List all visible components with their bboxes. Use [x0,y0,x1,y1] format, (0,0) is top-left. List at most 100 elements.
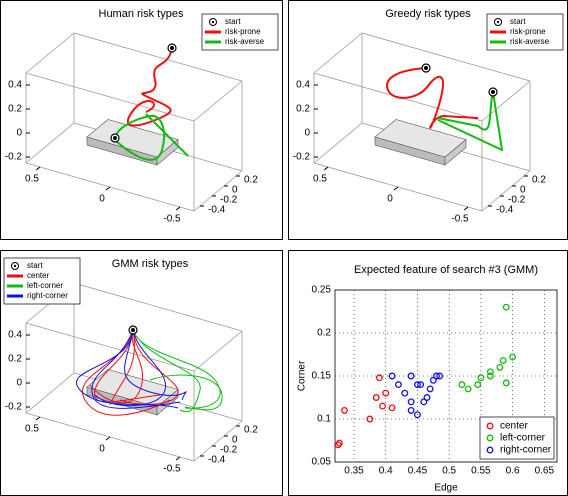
point [429,376,437,384]
chart-title: GMM risk types [112,258,189,270]
legend-label: risk-averse [510,37,550,46]
box-edge [25,122,75,164]
legend-label: right-corner [27,291,68,300]
point [426,385,434,393]
start-marker [110,43,177,143]
x-tick-label: -0.5 [163,464,181,475]
point [379,402,387,410]
z-tick-label: 0.2 [8,104,22,115]
point [388,404,396,412]
z-tick-label: 0.2 [296,104,310,115]
box-edge [73,32,243,82]
point [414,381,421,389]
x-axis-label: Edge [434,483,458,494]
box-edge [481,170,531,212]
x-tick [393,186,399,191]
legend-label: start [225,17,241,26]
y-tick-label: -0.4 [496,205,514,216]
box-edge [73,282,243,332]
trajectory [437,91,503,151]
chart-title: Human risk types [99,8,184,20]
x-tick-label: 0.6 [506,466,520,477]
z-tick-label: -0.2 [5,402,23,413]
trajectory [82,329,179,416]
panel: GMM risk types 0.50-0.50.20-0.2-0.40.40.… [0,250,283,496]
x-tick [323,166,329,171]
panel: Greedy risk types 0.50-0.50.20-0.2-0.40.… [288,0,568,240]
point [486,372,494,380]
x-tick [35,416,41,421]
point [509,353,517,361]
x-tick [105,186,111,191]
box-edge [193,80,243,122]
x-tick-label: 0 [99,444,105,455]
y-tick-label: 0.1 [317,414,331,425]
point [401,389,409,397]
y-tick-label: 0.25 [312,285,332,296]
x-tick-label: 0.5 [313,174,327,185]
y-tick-label: 0.2 [244,425,258,436]
box-edge [313,32,363,74]
legend-marker [486,434,494,442]
point [394,381,402,389]
legend-label: risk-prone [510,27,546,36]
x-tick-label: 0.45 [408,466,428,477]
x-tick-label: -0.5 [163,214,181,225]
z-tick-label: 0.4 [296,80,310,91]
trajectory [386,67,479,129]
y-tick-label: 0.15 [312,371,332,382]
y-tick-label: -0.2 [220,445,238,456]
legend-marker [486,422,494,430]
box-edge [25,322,195,372]
chart-title: Expected feature of search #3 (GMM) [354,264,538,276]
y-tick-label: 0 [232,435,238,446]
legend-marker [496,20,500,24]
panel: Human risk types 0.50-0.50.20-0.2-0.40.4… [0,0,283,240]
point [366,415,374,423]
platform [374,119,467,158]
point [477,374,485,382]
point [502,303,510,311]
z-tick-label: 0.4 [8,330,22,341]
x-tick-label: 0 [99,194,105,205]
y-tick-label: 0 [232,185,238,196]
point [464,385,472,393]
x-tick-label: 0.5 [25,174,39,185]
legend-marker [211,20,215,24]
y-tick-label: -0.2 [508,195,526,206]
y-tick-label: -0.4 [208,455,226,466]
point [407,372,415,380]
point [341,406,348,414]
point [502,379,510,387]
x-tick-label: 0.65 [535,466,555,477]
y-axis-label: Corner [297,360,308,391]
point [417,381,425,389]
point [433,372,440,380]
y-tick-label: 0.2 [532,175,546,186]
x-tick [175,206,181,211]
box-edge [25,72,195,122]
legend-label: risk-prone [225,27,261,36]
x-tick-label: 0.35 [344,466,364,477]
x-tick-label: 0 [387,194,393,205]
legend-label: left-corner [27,281,63,290]
x-tick-label: 0.5 [25,424,39,435]
point [423,394,431,401]
x-tick-label: 0.4 [379,466,393,477]
y-tick-label: 0.05 [312,457,332,468]
trajectory [132,329,223,413]
legend-label: center [27,271,50,280]
trajectory [114,113,189,161]
y-tick-label: 0.2 [317,328,331,339]
box-edge [25,32,75,74]
y-tick-label: -0.4 [208,205,226,216]
box-edge [193,420,243,462]
legend-label: left-corner [500,433,546,444]
point [372,394,380,401]
z-tick-label: 0.2 [8,354,22,365]
point [458,381,466,389]
legend-label: start [27,261,43,270]
x-tick-label: 0.55 [471,466,491,477]
x-tick-label: -0.5 [451,214,469,225]
